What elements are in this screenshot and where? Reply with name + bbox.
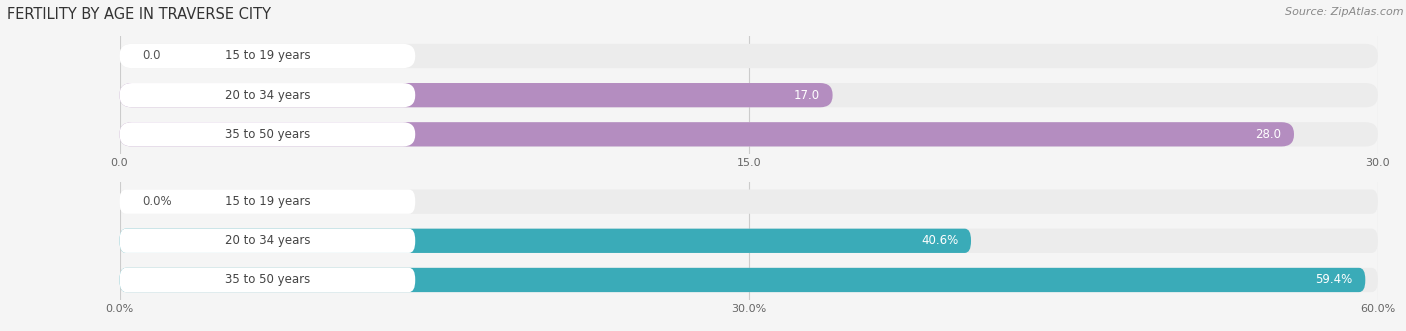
Text: 15 to 19 years: 15 to 19 years — [225, 50, 311, 63]
Text: 0.0: 0.0 — [142, 50, 160, 63]
FancyBboxPatch shape — [120, 122, 1378, 147]
Text: FERTILITY BY AGE IN TRAVERSE CITY: FERTILITY BY AGE IN TRAVERSE CITY — [7, 7, 271, 22]
FancyBboxPatch shape — [120, 83, 832, 107]
Text: 15 to 19 years: 15 to 19 years — [225, 195, 311, 208]
FancyBboxPatch shape — [120, 268, 415, 292]
FancyBboxPatch shape — [120, 83, 415, 107]
FancyBboxPatch shape — [120, 122, 1294, 147]
Text: 20 to 34 years: 20 to 34 years — [225, 234, 311, 247]
FancyBboxPatch shape — [120, 268, 1378, 292]
Text: 35 to 50 years: 35 to 50 years — [225, 128, 309, 141]
FancyBboxPatch shape — [120, 122, 415, 147]
Text: 35 to 50 years: 35 to 50 years — [225, 273, 309, 286]
FancyBboxPatch shape — [120, 83, 1378, 107]
Text: 59.4%: 59.4% — [1316, 273, 1353, 286]
FancyBboxPatch shape — [120, 189, 1378, 214]
FancyBboxPatch shape — [120, 229, 972, 253]
Text: 28.0: 28.0 — [1256, 128, 1281, 141]
FancyBboxPatch shape — [120, 268, 1365, 292]
Text: 17.0: 17.0 — [794, 89, 820, 102]
FancyBboxPatch shape — [120, 229, 415, 253]
FancyBboxPatch shape — [120, 189, 415, 214]
FancyBboxPatch shape — [120, 44, 1378, 68]
Text: 20 to 34 years: 20 to 34 years — [225, 89, 311, 102]
Text: Source: ZipAtlas.com: Source: ZipAtlas.com — [1285, 7, 1403, 17]
FancyBboxPatch shape — [120, 229, 1378, 253]
Text: 0.0%: 0.0% — [142, 195, 172, 208]
FancyBboxPatch shape — [120, 44, 415, 68]
Text: 40.6%: 40.6% — [921, 234, 959, 247]
